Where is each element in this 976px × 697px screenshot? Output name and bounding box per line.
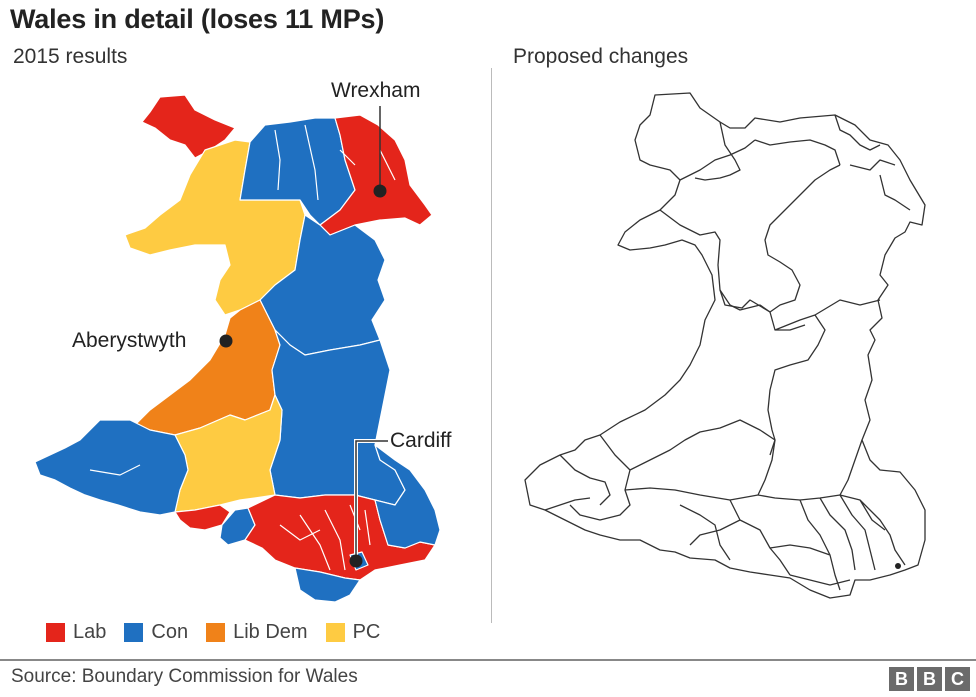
legend-swatch-lab xyxy=(46,623,65,642)
chart-title: Wales in detail (loses 11 MPs) xyxy=(10,4,385,34)
legend-swatch-libdem xyxy=(206,623,226,642)
legend: Lab Con Lib Dem PC xyxy=(46,621,398,644)
footer-divider xyxy=(0,659,976,661)
region-east-con xyxy=(269,329,406,506)
bbc-logo-letter: C xyxy=(945,667,970,691)
left-subtitle: 2015 results xyxy=(13,45,128,68)
region-monmouth-con xyxy=(374,444,441,549)
legend-label: Lab xyxy=(73,621,107,643)
legend-item-con: Con xyxy=(124,621,188,644)
bbc-logo-letter: B xyxy=(889,667,914,691)
results-map-2015 xyxy=(34,94,441,603)
bbc-logo-letter: B xyxy=(917,667,942,691)
legend-swatch-con xyxy=(124,623,144,642)
region-pembrokeshire-con xyxy=(34,419,189,516)
marker-cardiff xyxy=(349,439,388,568)
label-aberystwyth: Aberystwyth xyxy=(72,329,187,352)
panel-divider xyxy=(491,68,492,623)
region-northeast-lab xyxy=(319,114,433,236)
label-cardiff: Cardiff xyxy=(390,429,452,452)
marker-aberystwyth xyxy=(219,334,233,348)
marker-wrexham xyxy=(373,106,387,198)
legend-label: Con xyxy=(151,621,189,643)
label-wrexham: Wrexham xyxy=(331,79,421,102)
proposed-changes-map xyxy=(524,92,926,599)
legend-item-libdem: Lib Dem xyxy=(206,621,308,644)
region-southwales-lab xyxy=(244,494,436,581)
legend-swatch-pc xyxy=(325,623,345,642)
legend-label: PC xyxy=(352,621,381,643)
legend-item-lab: Lab xyxy=(46,621,106,644)
bbc-logo: B B C xyxy=(889,667,970,691)
source-note: Source: Boundary Commission for Wales xyxy=(11,666,358,687)
legend-item-pc: PC xyxy=(325,621,381,644)
right-subtitle: Proposed changes xyxy=(513,45,689,68)
region-vale-con xyxy=(294,567,361,603)
wales-outline xyxy=(524,92,926,599)
legend-label: Lib Dem xyxy=(233,621,308,643)
